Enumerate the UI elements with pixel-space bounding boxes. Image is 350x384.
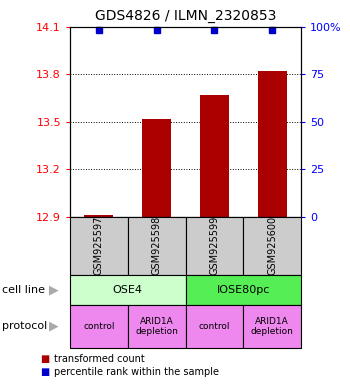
Title: GDS4826 / ILMN_2320853: GDS4826 / ILMN_2320853 [95, 9, 276, 23]
Bar [258, 71, 287, 217]
Text: OSE4: OSE4 [113, 285, 143, 295]
Text: GSM925599: GSM925599 [209, 216, 219, 275]
Text: control: control [199, 322, 230, 331]
Text: protocol: protocol [2, 321, 47, 331]
Text: ▶: ▶ [49, 320, 59, 333]
Bar [142, 119, 171, 217]
Text: percentile rank within the sample: percentile rank within the sample [54, 367, 219, 377]
Text: IOSE80pc: IOSE80pc [217, 285, 270, 295]
Text: GSM925597: GSM925597 [94, 216, 104, 275]
Text: control: control [83, 322, 114, 331]
Text: ARID1A
depletion: ARID1A depletion [251, 317, 294, 336]
Text: GSM925598: GSM925598 [152, 216, 162, 275]
Text: GSM925600: GSM925600 [267, 216, 277, 275]
Text: ■: ■ [40, 354, 49, 364]
Text: transformed count: transformed count [54, 354, 145, 364]
Bar [84, 215, 113, 217]
Bar [200, 95, 229, 217]
Text: ■: ■ [40, 367, 49, 377]
Text: cell line: cell line [2, 285, 45, 295]
Text: ▶: ▶ [49, 283, 59, 296]
Text: ARID1A
depletion: ARID1A depletion [135, 317, 178, 336]
